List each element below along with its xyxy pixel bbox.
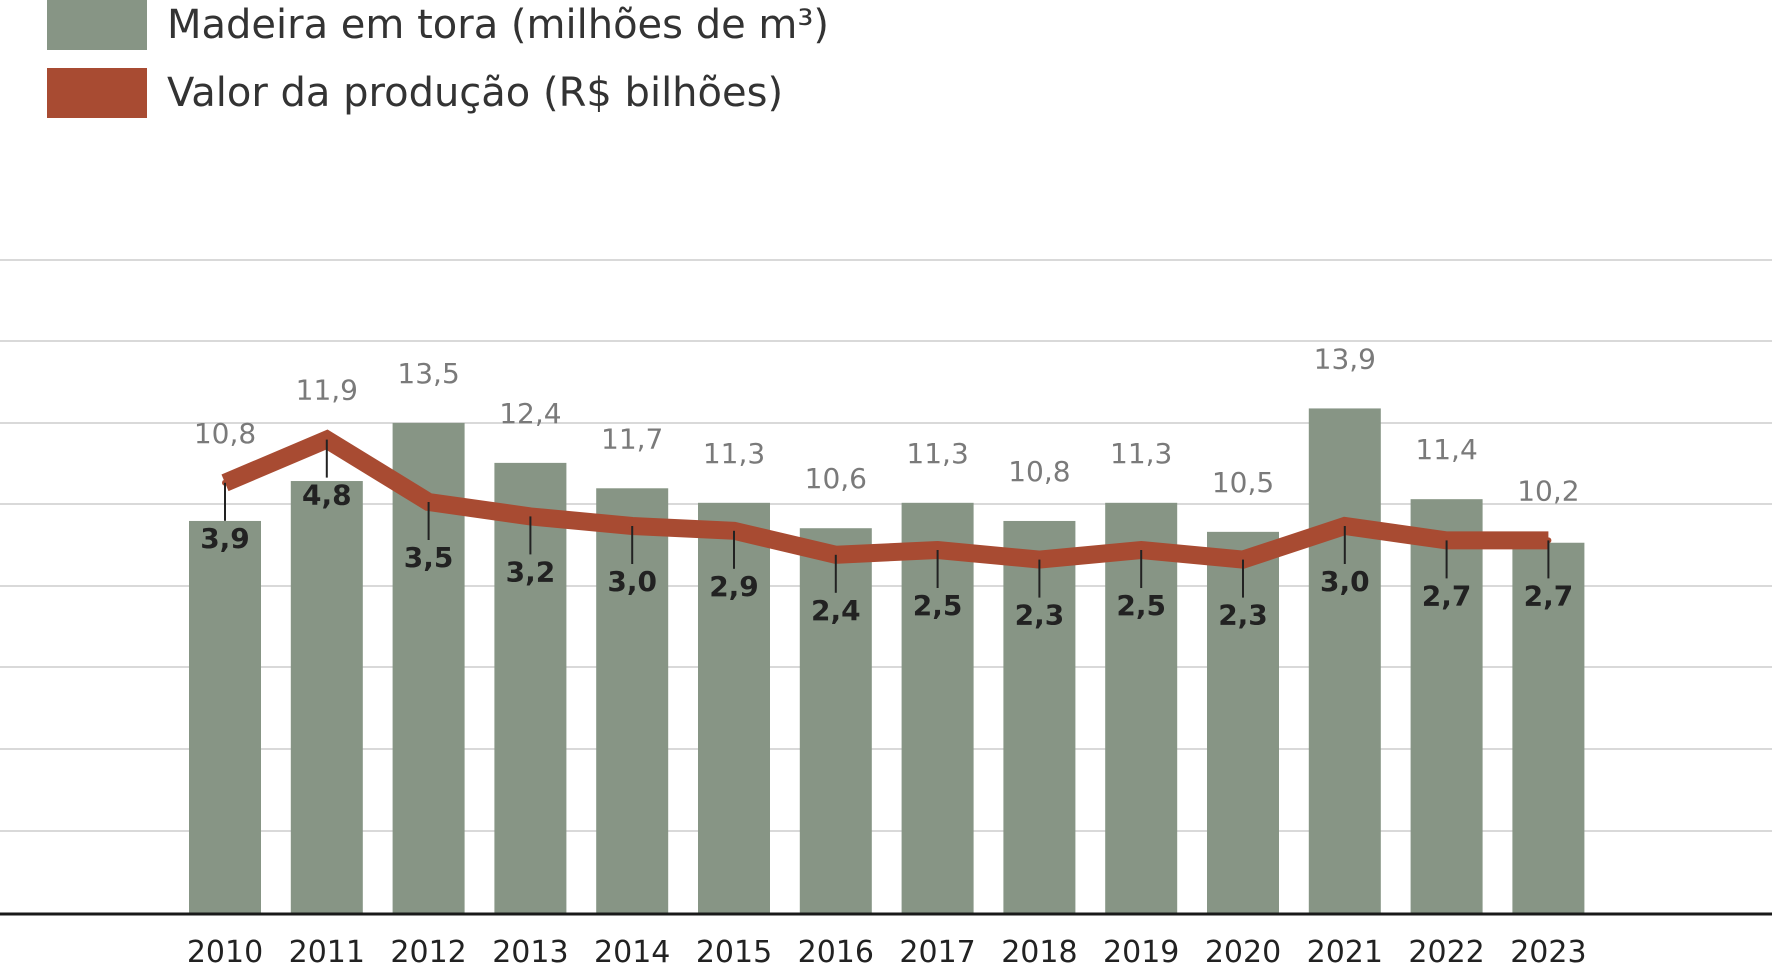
bar-2011 [290,481,363,913]
x-tick-label-2012: 2012 [390,935,466,970]
line-value-label-2014: 3,0 [607,565,657,598]
x-tick-label-2017: 2017 [899,935,975,970]
x-tick-label-2010: 2010 [187,935,263,970]
line-value-label-2021: 3,0 [1320,565,1370,598]
x-tick-label-2023: 2023 [1510,935,1586,970]
line-value-label-2015: 2,9 [709,570,759,603]
line-value-label-2023: 2,7 [1524,579,1574,612]
bar-value-label-2020: 10,5 [1212,466,1274,499]
x-tick-label-2018: 2018 [1001,935,1077,970]
line-value-label-2010: 3,9 [200,522,250,555]
bar-value-label-2011: 11,9 [296,374,358,407]
bar-value-label-2017: 11,3 [906,437,968,470]
line-value-label-2020: 2,3 [1218,599,1268,632]
bar-value-label-2022: 11,4 [1415,433,1477,466]
line-value-label-2017: 2,5 [913,589,963,622]
bar-value-label-2014: 11,7 [601,422,663,455]
bar-value-label-2023: 10,2 [1517,474,1579,507]
legend-swatch-line [47,68,147,118]
x-tick-label-2011: 2011 [289,935,365,970]
line-value-label-2019: 2,5 [1116,589,1166,622]
legend-swatch-bars [47,0,147,50]
legend-item-bars: Madeira em tora (milhões de m³) [47,0,829,50]
bar-value-label-2010: 10,8 [194,417,256,450]
line-value-label-2012: 3,5 [404,541,454,574]
line-value-label-2011: 4,8 [302,479,352,512]
bar-value-label-2013: 12,4 [499,397,561,430]
x-tick-label-2014: 2014 [594,935,670,970]
bar-2010 [189,520,261,913]
bar-2015 [698,502,770,913]
bar-value-label-2019: 11,3 [1110,437,1172,470]
x-tick-label-2021: 2021 [1307,935,1383,970]
x-tick-label-2015: 2015 [696,935,772,970]
line-value-label-2022: 2,7 [1422,579,1472,612]
line-value-label-2013: 3,2 [506,555,556,588]
bar-value-label-2015: 11,3 [703,437,765,470]
legend-item-line: Valor da produção (R$ bilhões) [47,68,783,118]
chart-legend: Madeira em tora (milhões de m³) Valor da… [0,0,1000,140]
x-tick-label-2020: 2020 [1205,935,1281,970]
bar-value-label-2012: 13,5 [397,357,459,390]
bar-2021 [1308,408,1381,913]
bar-2023 [1512,542,1585,913]
legend-label-line: Valor da produção (R$ bilhões) [167,70,784,116]
line-value-label-2016: 2,4 [811,594,861,627]
x-tick-label-2022: 2022 [1408,935,1484,970]
x-tick-label-2013: 2013 [492,935,568,970]
bar-value-label-2016: 10,6 [805,462,867,495]
x-tick-label-2016: 2016 [798,935,874,970]
bar-value-label-2021: 13,9 [1314,342,1376,375]
x-tick-label-2019: 2019 [1103,935,1179,970]
line-series-valor [221,429,1549,569]
bar-value-label-2018: 10,8 [1008,455,1070,488]
line-value-label-2018: 2,3 [1015,599,1065,632]
legend-label-bars: Madeira em tora (milhões de m³) [167,2,830,48]
